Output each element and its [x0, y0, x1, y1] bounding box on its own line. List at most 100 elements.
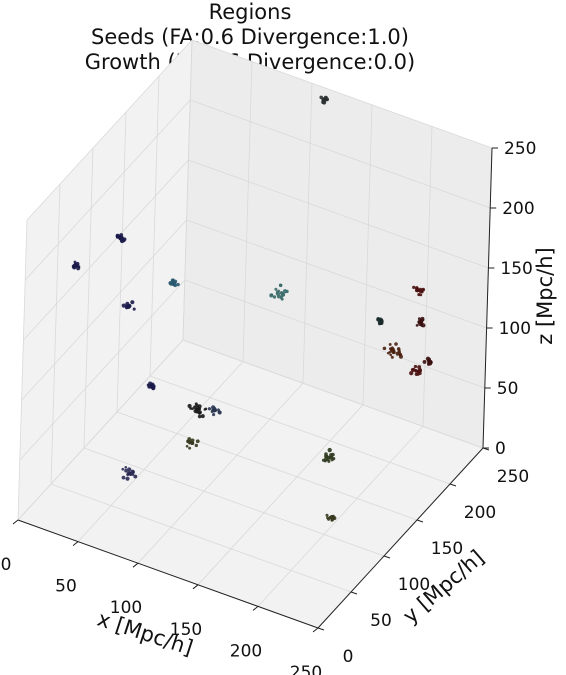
data-point	[168, 278, 180, 288]
y-tick-label: 100	[398, 575, 430, 595]
grid-line	[26, 39, 193, 221]
z-tick-label: 150	[500, 259, 532, 279]
grid-line	[19, 279, 186, 461]
cluster-dot	[411, 367, 416, 372]
cluster-dot	[72, 263, 77, 268]
data-point	[121, 466, 138, 481]
data-point	[187, 402, 208, 419]
y-tick	[317, 627, 325, 631]
cluster-dot	[391, 350, 396, 354]
data-point	[207, 405, 222, 417]
cluster-dot	[280, 292, 285, 297]
cluster-dot	[187, 403, 192, 409]
x-tick	[72, 541, 79, 546]
cluster-dot	[382, 346, 387, 351]
x-tick-label: 100	[110, 598, 142, 618]
axis-panes	[18, 40, 492, 628]
data-point	[121, 300, 136, 311]
cluster-dot	[331, 452, 335, 457]
data-point	[382, 342, 403, 359]
y-tick-label: 50	[370, 611, 392, 631]
grid-line	[302, 83, 313, 384]
title-line-1: Regions	[208, 0, 292, 24]
y-tick	[383, 555, 391, 559]
grid-line	[191, 39, 493, 149]
cluster-dot	[125, 476, 130, 481]
cluster-dot	[207, 407, 212, 411]
z-tick-label: 50	[497, 379, 519, 399]
x-tick-label: 0	[1, 555, 12, 575]
grid-line	[137, 382, 304, 564]
cluster-dot	[146, 383, 150, 387]
cluster-dot	[217, 408, 220, 412]
axis-ticks: 0501001502002500501001502002500501001502…	[1, 139, 537, 675]
cluster-dot	[420, 290, 424, 294]
back-wall-pane	[183, 40, 492, 448]
cluster-dot	[389, 353, 393, 357]
cluster-dot	[420, 324, 424, 328]
axis-lines	[17, 147, 493, 629]
cluster-dot	[152, 384, 156, 388]
y-tick-label: 250	[497, 467, 529, 487]
cluster-dot	[277, 289, 281, 293]
cluster-dot	[118, 235, 123, 241]
cluster-dot	[417, 365, 422, 370]
cluster-dot	[396, 347, 401, 351]
grid-line	[24, 99, 191, 281]
cluster-dot	[330, 458, 334, 462]
x-axis-line	[17, 519, 319, 629]
data-point	[269, 283, 289, 301]
cluster-dot	[197, 410, 202, 415]
cluster-dot	[390, 355, 394, 359]
cluster-dot	[398, 353, 403, 357]
y-tick	[350, 591, 358, 595]
cluster-dot	[197, 414, 202, 419]
data-point	[325, 513, 337, 522]
cluster-dot	[130, 300, 135, 305]
cluster-dot	[274, 287, 278, 291]
cluster-dot	[280, 297, 284, 301]
cluster-dot	[116, 234, 119, 238]
cluster-dot	[212, 413, 216, 417]
z-tick-label: 0	[495, 439, 506, 459]
x-tick	[252, 606, 259, 611]
grid-line	[50, 483, 352, 593]
z-tick-label: 250	[504, 139, 536, 159]
x-tick	[192, 584, 199, 590]
cluster-dot	[414, 372, 419, 376]
cluster-dot	[270, 293, 274, 297]
data-point	[376, 316, 384, 326]
cluster-dot	[413, 364, 418, 369]
grid-line	[83, 147, 94, 449]
cluster-dot	[171, 278, 175, 283]
cluster-dot	[282, 289, 288, 294]
data-point	[115, 233, 127, 244]
title-line-2: Seeds (FA:0.6 Divergence:1.0)	[91, 25, 409, 49]
cluster-dot	[132, 307, 136, 311]
cluster-dot	[126, 304, 130, 308]
cluster-dot	[185, 444, 189, 448]
cluster-dot	[171, 283, 175, 286]
data-point	[71, 260, 81, 271]
data-point	[409, 364, 423, 376]
grid-line	[182, 39, 193, 341]
grid-line	[197, 404, 364, 586]
cluster-dot	[128, 471, 132, 475]
grid-line	[17, 339, 184, 521]
grid-line	[50, 183, 61, 485]
cluster-dot	[197, 404, 202, 409]
cluster-dot	[394, 342, 398, 346]
x-tick-label: 150	[170, 620, 202, 640]
x-tick	[12, 519, 19, 525]
grid-line	[186, 219, 487, 329]
cluster-dot	[176, 282, 180, 287]
x-tick	[132, 562, 139, 568]
data-point	[422, 356, 433, 366]
data-point	[412, 285, 426, 297]
z-tick-label: 100	[499, 319, 531, 339]
cluster-dot	[324, 457, 328, 461]
chart-title: Regions Seeds (FA:0.6 Divergence:1.0) Gr…	[0, 0, 500, 75]
grid-line	[116, 111, 127, 413]
cluster-dot	[412, 285, 416, 289]
